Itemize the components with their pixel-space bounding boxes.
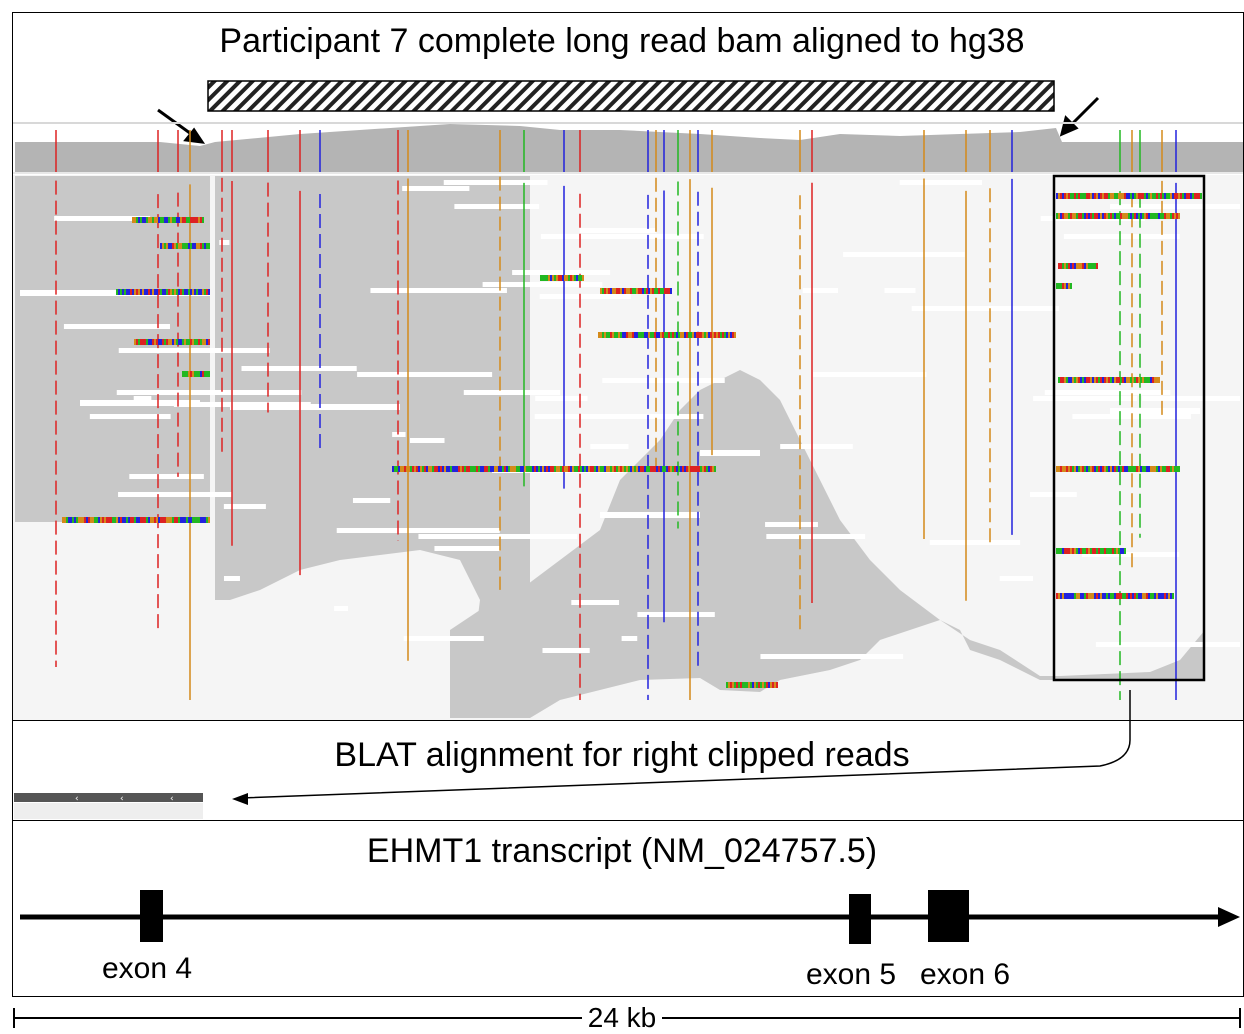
blat-label: BLAT alignment for right clipped reads [334, 736, 910, 774]
box-connector [239, 690, 1131, 799]
blat-arrowhead [232, 793, 248, 805]
svg-text:‹: ‹ [120, 794, 124, 804]
right-clipped-box [1052, 174, 1206, 682]
scale-label-text: 24 kb [581, 1002, 663, 1033]
track-separator [12, 720, 1244, 721]
exon-4-block [140, 890, 163, 942]
left-breakpoint-arrow [157, 108, 206, 144]
svg-text:‹: ‹ [170, 794, 174, 804]
blat-alignment [14, 793, 203, 802]
exon-4-label: exon 4 [102, 952, 193, 985]
transcript-label: EHMT1 transcript (NM_024757.5) [366, 832, 878, 870]
read-pileup [15, 176, 1243, 718]
deletion-bar [207, 80, 1055, 112]
svg-text:‹: ‹ [75, 794, 79, 804]
right-breakpoint-arrow [1059, 96, 1100, 137]
exon-5-label: exon 5 [806, 958, 897, 991]
track-separator [12, 820, 1244, 821]
scale-label: 24 kb [0, 1002, 1244, 1034]
exon-6-label: exon 6 [920, 958, 1011, 991]
mismatch-columns [55, 176, 1177, 700]
coverage-track [15, 124, 1243, 174]
soft-clipped-reads [62, 193, 1202, 688]
figure-title: Participant 7 complete long read bam ali… [219, 22, 1025, 60]
coverage-mismatch-marks [55, 130, 1177, 172]
transcript-arrowhead [1218, 907, 1240, 927]
exon-5-block [849, 894, 871, 944]
exon-6-block [928, 890, 969, 942]
